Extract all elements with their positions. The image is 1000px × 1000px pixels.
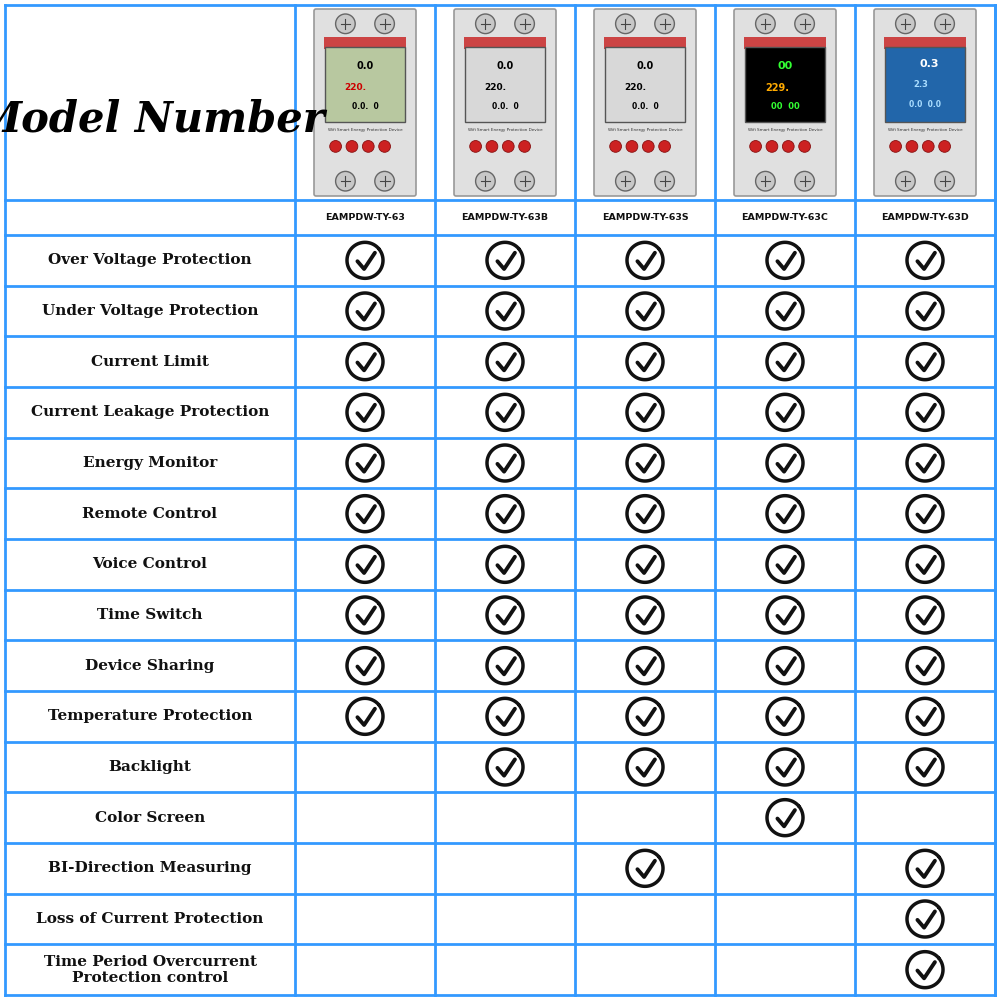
- Circle shape: [756, 14, 775, 34]
- Circle shape: [896, 171, 915, 191]
- Text: 220.: 220.: [345, 83, 367, 92]
- Circle shape: [375, 14, 394, 34]
- FancyBboxPatch shape: [325, 47, 405, 122]
- Text: Time Switch: Time Switch: [97, 608, 203, 622]
- Circle shape: [655, 171, 674, 191]
- Text: 0.0.  0: 0.0. 0: [352, 102, 378, 111]
- Circle shape: [659, 141, 670, 152]
- FancyBboxPatch shape: [744, 37, 826, 49]
- Text: 0.3: 0.3: [919, 59, 939, 69]
- Text: EAMPDW-TY-63S: EAMPDW-TY-63S: [602, 213, 688, 222]
- Circle shape: [795, 14, 814, 34]
- Text: 0.0: 0.0: [496, 61, 514, 71]
- Circle shape: [655, 14, 674, 34]
- Text: 0.0  0.0: 0.0 0.0: [909, 100, 941, 109]
- FancyBboxPatch shape: [314, 9, 416, 196]
- Text: Temperature Protection: Temperature Protection: [48, 709, 252, 723]
- Circle shape: [890, 141, 901, 152]
- Circle shape: [935, 171, 954, 191]
- Text: EAMPDW-TY-63B: EAMPDW-TY-63B: [462, 213, 548, 222]
- Text: Current Limit: Current Limit: [91, 355, 209, 369]
- Text: 0.0.  0: 0.0. 0: [632, 102, 658, 111]
- Circle shape: [476, 171, 495, 191]
- Circle shape: [502, 141, 514, 152]
- Circle shape: [756, 171, 775, 191]
- Text: 229.: 229.: [765, 83, 789, 93]
- Text: Backlight: Backlight: [109, 760, 191, 774]
- Circle shape: [795, 171, 814, 191]
- FancyBboxPatch shape: [324, 37, 406, 49]
- Text: Time Period Overcurrent
Protection control: Time Period Overcurrent Protection contr…: [44, 955, 256, 985]
- Circle shape: [515, 171, 534, 191]
- Text: 00  00: 00 00: [771, 102, 799, 111]
- Circle shape: [766, 141, 778, 152]
- Circle shape: [362, 141, 374, 152]
- Text: 0.0: 0.0: [356, 61, 374, 71]
- Text: 220.: 220.: [485, 83, 507, 92]
- FancyBboxPatch shape: [885, 47, 965, 122]
- Circle shape: [626, 141, 638, 152]
- Circle shape: [939, 141, 950, 152]
- Text: EAMPDW-TY-63C: EAMPDW-TY-63C: [742, 213, 828, 222]
- Text: Current Leakage Protection: Current Leakage Protection: [31, 405, 269, 419]
- Text: 2.3: 2.3: [914, 80, 929, 89]
- Text: Energy Monitor: Energy Monitor: [83, 456, 217, 470]
- Circle shape: [616, 14, 635, 34]
- Circle shape: [470, 141, 481, 152]
- FancyBboxPatch shape: [464, 37, 546, 49]
- Circle shape: [330, 141, 341, 152]
- Text: Over Voltage Protection: Over Voltage Protection: [48, 253, 252, 267]
- Text: Wifi Smart Energy Protection Device: Wifi Smart Energy Protection Device: [468, 128, 542, 132]
- Circle shape: [616, 171, 635, 191]
- Circle shape: [642, 141, 654, 152]
- Circle shape: [336, 171, 355, 191]
- Text: EAMPDW-TY-63: EAMPDW-TY-63: [325, 213, 405, 222]
- FancyBboxPatch shape: [604, 37, 686, 49]
- Circle shape: [610, 141, 621, 152]
- Text: 0.0.  0: 0.0. 0: [492, 102, 518, 111]
- FancyBboxPatch shape: [745, 47, 825, 122]
- Circle shape: [379, 141, 390, 152]
- Circle shape: [519, 141, 530, 152]
- Text: Color Screen: Color Screen: [95, 811, 205, 825]
- Circle shape: [375, 171, 394, 191]
- Text: Wifi Smart Energy Protection Device: Wifi Smart Energy Protection Device: [748, 128, 822, 132]
- Text: 00: 00: [777, 61, 793, 71]
- Circle shape: [906, 141, 918, 152]
- Circle shape: [476, 14, 495, 34]
- Text: 0.0: 0.0: [636, 61, 654, 71]
- Text: BI-Direction Measuring: BI-Direction Measuring: [48, 861, 252, 875]
- Circle shape: [346, 141, 358, 152]
- Text: Wifi Smart Energy Protection Device: Wifi Smart Energy Protection Device: [888, 128, 962, 132]
- Text: EAMPDW-TY-63D: EAMPDW-TY-63D: [881, 213, 969, 222]
- Circle shape: [896, 14, 915, 34]
- Text: Model Number: Model Number: [0, 99, 325, 141]
- FancyBboxPatch shape: [874, 9, 976, 196]
- Text: 220.: 220.: [625, 83, 647, 92]
- Text: Remote Control: Remote Control: [82, 507, 218, 521]
- Text: Wifi Smart Energy Protection Device: Wifi Smart Energy Protection Device: [608, 128, 682, 132]
- Text: Voice Control: Voice Control: [93, 557, 207, 571]
- Circle shape: [922, 141, 934, 152]
- FancyBboxPatch shape: [465, 47, 545, 122]
- Text: Loss of Current Protection: Loss of Current Protection: [36, 912, 264, 926]
- FancyBboxPatch shape: [454, 9, 556, 196]
- FancyBboxPatch shape: [605, 47, 685, 122]
- Text: Device Sharing: Device Sharing: [85, 659, 215, 673]
- Text: Wifi Smart Energy Protection Device: Wifi Smart Energy Protection Device: [328, 128, 402, 132]
- Circle shape: [782, 141, 794, 152]
- Circle shape: [799, 141, 810, 152]
- FancyBboxPatch shape: [734, 9, 836, 196]
- Circle shape: [935, 14, 954, 34]
- Text: Under Voltage Protection: Under Voltage Protection: [42, 304, 258, 318]
- Circle shape: [750, 141, 761, 152]
- Circle shape: [486, 141, 498, 152]
- Circle shape: [336, 14, 355, 34]
- Circle shape: [515, 14, 534, 34]
- FancyBboxPatch shape: [594, 9, 696, 196]
- FancyBboxPatch shape: [884, 37, 966, 49]
